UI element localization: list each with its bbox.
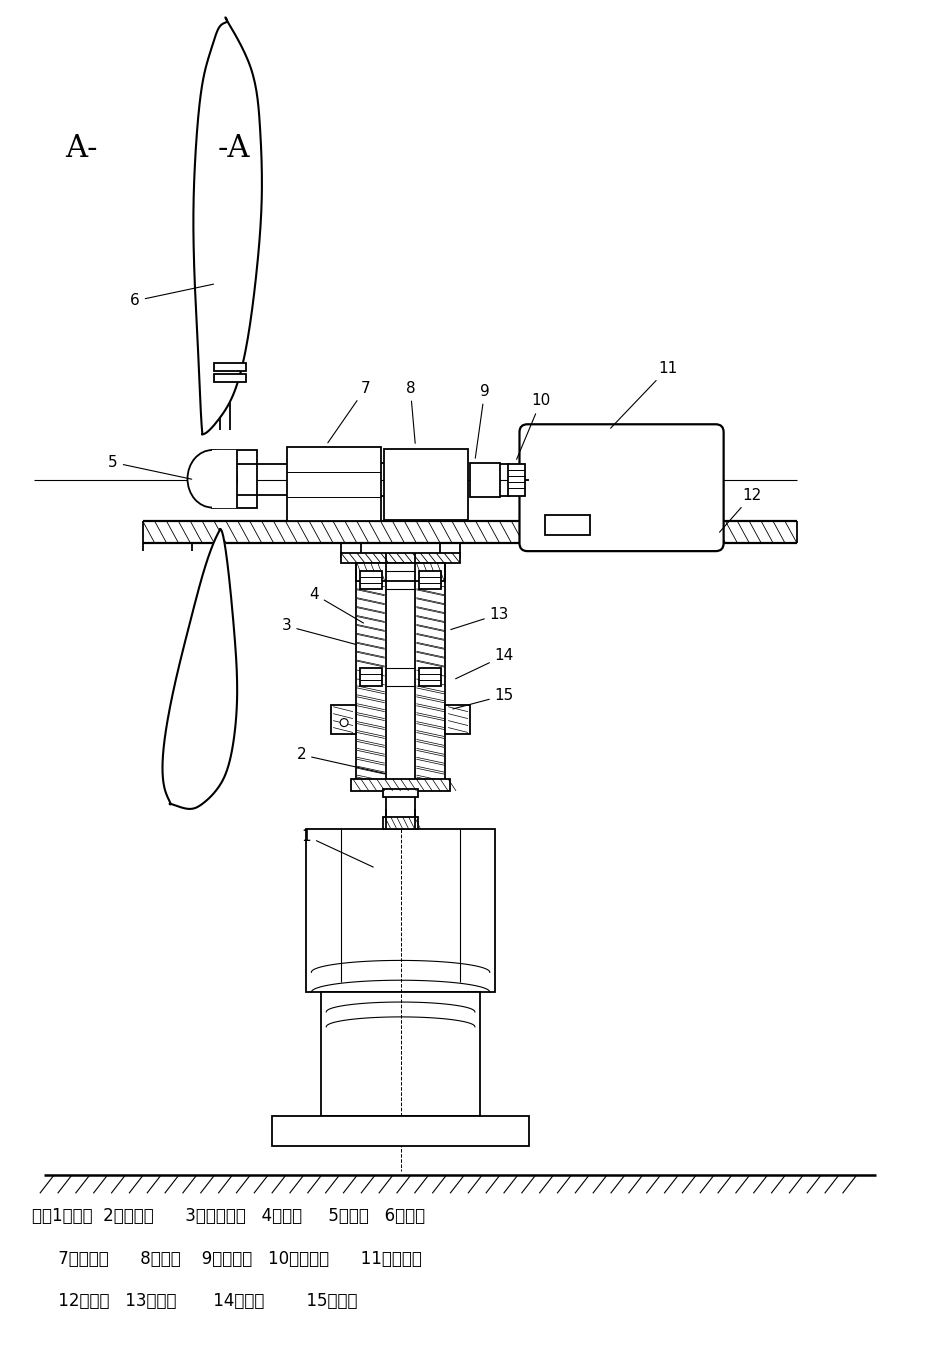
Text: 8: 8	[406, 381, 415, 443]
Text: 7: 7	[328, 381, 370, 443]
Ellipse shape	[187, 450, 237, 508]
Bar	[360, 667, 382, 686]
Bar	[341, 553, 460, 563]
Bar	[383, 449, 468, 520]
Text: A-: A-	[66, 132, 98, 163]
Text: 9: 9	[475, 384, 490, 458]
Polygon shape	[194, 18, 262, 434]
Bar	[212, 450, 237, 508]
Bar	[545, 516, 590, 535]
Text: 6: 6	[130, 284, 214, 308]
Circle shape	[340, 719, 348, 727]
Bar	[382, 817, 419, 828]
Bar	[214, 374, 246, 382]
Bar	[507, 463, 525, 496]
Bar	[351, 780, 450, 790]
Bar	[332, 705, 356, 735]
Text: 1: 1	[302, 828, 373, 867]
Bar	[469, 463, 500, 497]
Bar	[214, 363, 246, 370]
Bar	[271, 1116, 530, 1146]
Text: 14: 14	[456, 648, 514, 678]
Bar	[445, 705, 469, 735]
Text: 12、台板   13、轴套       14、轴承        15、蜗轮: 12、台板 13、轴套 14、轴承 15、蜗轮	[31, 1293, 357, 1310]
Text: 7、轴承箱      8、主轴    9、增速器   10、联轴器      11、发电机: 7、轴承箱 8、主轴 9、增速器 10、联轴器 11、发电机	[31, 1250, 421, 1267]
Bar	[287, 447, 381, 521]
Bar	[382, 789, 419, 797]
Text: 11: 11	[610, 361, 678, 428]
Text: 4: 4	[309, 586, 364, 623]
Bar	[321, 992, 480, 1116]
Bar	[419, 571, 441, 589]
Text: 3: 3	[282, 619, 357, 644]
Text: 注：1、塔筒  2、定位轴      3、蜗杆支架   4、蜗杆     5、轮毂   6、叶片: 注：1、塔筒 2、定位轴 3、蜗杆支架 4、蜗杆 5、轮毂 6、叶片	[31, 1208, 425, 1225]
Bar	[307, 828, 494, 992]
Bar	[360, 571, 382, 589]
Text: 5: 5	[108, 455, 192, 480]
Bar	[356, 563, 445, 581]
Bar	[419, 667, 441, 686]
FancyBboxPatch shape	[519, 424, 723, 551]
Text: 10: 10	[517, 393, 551, 459]
Bar	[212, 450, 257, 508]
Text: 2: 2	[296, 747, 385, 774]
Text: 13: 13	[451, 607, 509, 630]
Text: -A: -A	[218, 132, 250, 163]
Text: 12: 12	[720, 488, 762, 532]
Polygon shape	[162, 530, 237, 809]
Text: 15: 15	[453, 688, 514, 709]
